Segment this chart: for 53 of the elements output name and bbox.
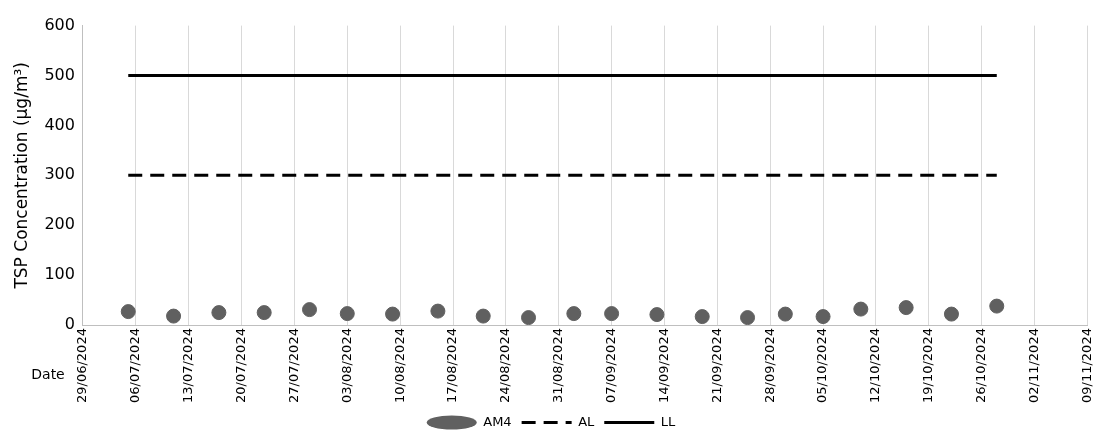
point xyxy=(302,302,318,318)
x-tick-label: 12/10/2024 xyxy=(867,328,883,404)
y-tick-label: 500 xyxy=(44,64,75,84)
x-tick-label: 09/11/2024 xyxy=(1078,328,1094,404)
point xyxy=(475,308,491,324)
y-tick-label: 200 xyxy=(44,214,75,234)
x-tick-label: 20/07/2024 xyxy=(232,328,248,404)
x-tick-label: 13/07/2024 xyxy=(180,328,196,404)
x-tick-label: 29/06/2024 xyxy=(74,328,90,404)
point xyxy=(566,306,582,322)
point xyxy=(385,306,401,322)
legend-label: AL xyxy=(578,413,596,429)
point xyxy=(740,310,756,326)
y-axis-title: TSP Concentration (µg/m³) xyxy=(10,62,31,290)
x-tick-label: 17/08/2024 xyxy=(444,328,460,404)
x-tick-label: 24/08/2024 xyxy=(497,328,513,404)
point xyxy=(430,303,446,319)
point xyxy=(853,301,869,317)
y-tick-label: 600 xyxy=(44,14,75,34)
point xyxy=(521,310,537,326)
point xyxy=(649,307,665,323)
x-tick-label: 05/10/2024 xyxy=(814,328,830,404)
point xyxy=(815,309,831,325)
x-tick-label: 14/09/2024 xyxy=(655,328,671,404)
x-tick-label: 26/10/2024 xyxy=(973,328,989,404)
x-tick-label: 19/10/2024 xyxy=(920,328,936,404)
legend-label: LL xyxy=(660,413,677,429)
x-tick-label: 10/08/2024 xyxy=(391,328,407,404)
x-tick-label: 06/07/2024 xyxy=(127,328,143,404)
x-axis-title: Date xyxy=(31,365,65,382)
x-tick-label: 27/07/2024 xyxy=(285,328,301,404)
x-tick-label: 02/11/2024 xyxy=(1025,328,1041,404)
point xyxy=(898,300,914,316)
point xyxy=(989,298,1005,314)
y-tick-label: 100 xyxy=(44,264,75,284)
point xyxy=(943,306,959,322)
legend-label: AM4 xyxy=(483,413,512,429)
point xyxy=(604,306,620,322)
x-tick-label: 31/08/2024 xyxy=(550,328,566,404)
x-tick-label: 03/08/2024 xyxy=(338,328,354,404)
x-tick-label: 07/09/2024 xyxy=(602,328,618,404)
y-tick-label: 300 xyxy=(44,164,75,184)
point xyxy=(777,306,793,322)
x-tick-label: 21/09/2024 xyxy=(708,328,724,404)
y-tick-label: 400 xyxy=(44,114,75,134)
point xyxy=(211,305,227,321)
x-tick-label: 28/09/2024 xyxy=(761,328,777,404)
point xyxy=(694,309,710,325)
point xyxy=(120,304,136,320)
point xyxy=(166,308,182,324)
point xyxy=(256,305,272,321)
point xyxy=(339,306,355,322)
y-tick-label: 0 xyxy=(64,314,75,334)
